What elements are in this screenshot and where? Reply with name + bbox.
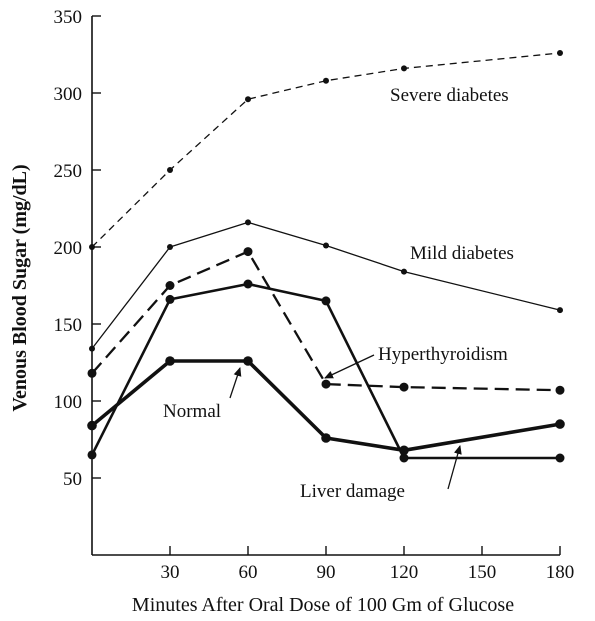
x-tick-label: 60 [239, 562, 258, 583]
data-point-hyperthyroidism [165, 281, 175, 290]
data-point-severe-diabetes [167, 167, 173, 173]
annotation-hyperthyroidism: Hyperthyroidism [378, 344, 508, 365]
annotation-mild-diabetes: Mild diabetes [410, 243, 514, 264]
series-normal [87, 356, 565, 456]
y-tick-label: 150 [54, 315, 83, 336]
y-tick-label: 50 [63, 469, 82, 490]
series-liver-damage [87, 279, 565, 463]
data-point-mild-diabetes [167, 244, 173, 250]
annotation-liver-damage: Liver damage [300, 481, 405, 502]
data-point-liver-damage [399, 453, 409, 463]
data-point-liver-damage [321, 296, 331, 306]
x-tick-label: 90 [317, 562, 336, 583]
annotation-severe-diabetes: Severe diabetes [390, 85, 509, 106]
x-tick-label: 120 [390, 562, 419, 583]
x-tick-label: 150 [468, 562, 497, 583]
data-point-liver-damage [87, 450, 97, 460]
y-axis-title: Venous Blood Sugar (mg/dL) [9, 164, 31, 411]
x-tick-label: 180 [546, 562, 575, 583]
y-ticks: 50 100 150 200 250 300 350 [54, 7, 101, 490]
data-point-severe-diabetes [245, 96, 251, 103]
data-point-mild-diabetes [401, 268, 407, 275]
data-point-hyperthyroidism [321, 379, 331, 389]
data-point-liver-damage [555, 453, 565, 463]
data-point-liver-damage [243, 279, 253, 289]
x-ticks: 30 60 90 120 150 180 [161, 546, 575, 583]
data-point-severe-diabetes [557, 50, 563, 56]
data-point-mild-diabetes [557, 307, 563, 314]
series-line-mild-diabetes [91, 221, 561, 349]
y-tick-label: 100 [54, 392, 83, 413]
series-line-liver-damage [90, 282, 560, 460]
y-tick-label: 350 [54, 7, 83, 28]
data-point-normal [243, 356, 253, 366]
series-severe-diabetes [89, 50, 563, 250]
annotations: Severe diabetes Mild diabetes Hyperthyro… [163, 85, 514, 502]
data-point-hyperthyroidism [399, 382, 409, 392]
series-layer [87, 50, 565, 463]
data-point-severe-diabetes [89, 244, 95, 250]
data-point-hyperthyroidism [555, 385, 565, 395]
pointer-arrow-normal [229, 367, 242, 399]
data-point-hyperthyroidism [87, 368, 97, 378]
annotation-normal: Normal [163, 401, 221, 422]
data-point-normal [165, 356, 175, 366]
series-line-severe-diabetes [91, 52, 561, 248]
data-point-severe-diabetes [401, 65, 407, 72]
data-point-normal [321, 433, 331, 443]
data-point-mild-diabetes [89, 345, 95, 352]
x-tick-label: 30 [161, 562, 180, 583]
y-tick-label: 200 [54, 238, 83, 259]
data-point-normal [399, 445, 409, 456]
series-line-hyperthyroidism [91, 250, 561, 392]
data-point-mild-diabetes [323, 242, 329, 249]
y-tick-label: 300 [54, 84, 83, 105]
data-point-liver-damage [165, 294, 175, 304]
data-point-normal [555, 419, 565, 429]
x-axis-title: Minutes After Oral Dose of 100 Gm of Glu… [132, 594, 514, 616]
data-point-mild-diabetes [245, 219, 251, 226]
y-tick-label: 250 [54, 161, 83, 182]
pointer-arrow-liver-damage [447, 445, 462, 490]
data-point-hyperthyroidism [243, 247, 253, 257]
data-point-severe-diabetes [323, 77, 329, 84]
data-point-normal [87, 420, 97, 431]
pointer-arrow-hyperthyroidism [324, 354, 375, 379]
series-line-normal [90, 359, 561, 453]
series-hyperthyroidism [87, 247, 565, 395]
series-mild-diabetes [89, 219, 563, 352]
